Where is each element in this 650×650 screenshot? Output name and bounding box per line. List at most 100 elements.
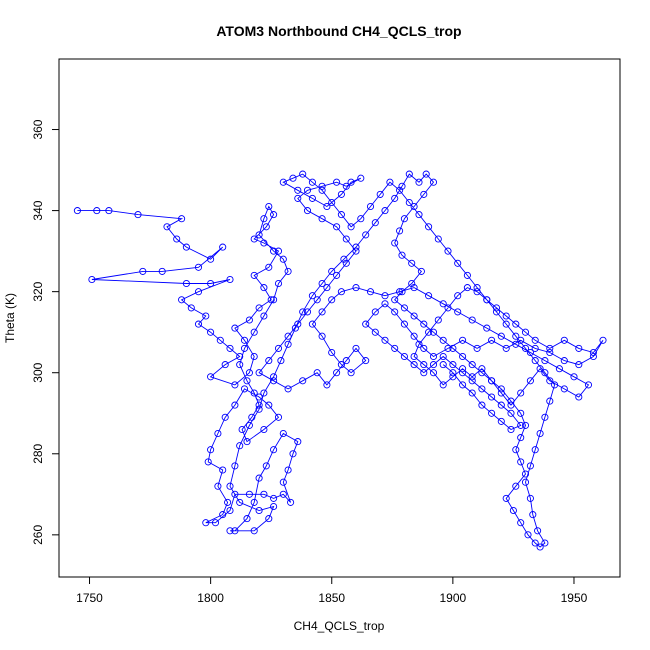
- y-tick-label: 320: [31, 281, 45, 301]
- data-point: [405, 170, 413, 178]
- data-point: [299, 377, 307, 385]
- data-point: [274, 279, 283, 288]
- data-point: [262, 462, 270, 470]
- data-point: [507, 425, 515, 434]
- y-tick-label: 340: [31, 200, 45, 220]
- data-point: [468, 377, 476, 385]
- data-point: [575, 393, 583, 401]
- data-point: [265, 357, 273, 365]
- data-point: [214, 482, 222, 490]
- data-point: [231, 381, 239, 389]
- data-point: [255, 474, 263, 482]
- y-axis: 260 280 300 320 340 360: [31, 119, 60, 545]
- data-point: [463, 284, 471, 292]
- data-point: [444, 247, 452, 255]
- data-point: [521, 421, 530, 429]
- data-point: [371, 328, 379, 336]
- data-point: [473, 284, 481, 292]
- data-point: [575, 361, 583, 369]
- data-point: [255, 369, 263, 377]
- data-point: [270, 211, 278, 219]
- data-point: [219, 511, 227, 519]
- data-point: [260, 389, 268, 397]
- data-point: [488, 409, 496, 417]
- data-point: [362, 357, 370, 365]
- data-point: [468, 361, 476, 369]
- data-point: [497, 389, 505, 397]
- data-point: [398, 182, 406, 190]
- data-point: [260, 490, 268, 498]
- data-point: [439, 361, 447, 369]
- data-point: [391, 344, 399, 352]
- data-point: [236, 361, 244, 369]
- data-point: [391, 194, 399, 202]
- data-point: [575, 344, 583, 352]
- data-point: [352, 344, 360, 352]
- data-point: [284, 267, 292, 275]
- data-point: [410, 284, 418, 292]
- data-point: [551, 381, 559, 389]
- x-tick-label: 1900: [440, 591, 467, 605]
- data-point: [449, 344, 457, 352]
- data-point: [521, 328, 530, 336]
- data-point: [284, 332, 292, 340]
- data-point: [541, 539, 549, 547]
- data-point: [318, 308, 326, 316]
- data-point: [337, 361, 345, 369]
- data-point: [488, 377, 496, 385]
- data-point: [512, 482, 520, 490]
- data-point: [560, 336, 568, 344]
- x-tick-label: 1750: [76, 591, 103, 605]
- data-point: [396, 186, 404, 194]
- data-point: [536, 543, 544, 551]
- data-point: [265, 202, 273, 211]
- data-point: [173, 235, 181, 243]
- data-point: [202, 519, 210, 527]
- data-point: [245, 421, 253, 429]
- data-point: [294, 186, 302, 194]
- data-point: [512, 446, 520, 454]
- data-point: [221, 413, 229, 421]
- data-point: [221, 361, 229, 369]
- data-point: [509, 506, 517, 515]
- data-point: [439, 352, 447, 361]
- data-point: [274, 344, 283, 352]
- data-point: [449, 361, 457, 369]
- data-point: [570, 373, 578, 381]
- data-point: [207, 328, 215, 336]
- data-point: [521, 470, 530, 478]
- data-point: [488, 393, 496, 401]
- data-point: [328, 267, 336, 275]
- data-point: [289, 450, 297, 458]
- data-point: [417, 267, 425, 275]
- data-point: [531, 446, 539, 454]
- data-point: [507, 409, 515, 417]
- data-point: [207, 446, 215, 454]
- data-point: [163, 223, 171, 231]
- data-point: [226, 344, 234, 352]
- data-point: [454, 259, 462, 267]
- data-point: [429, 178, 438, 186]
- data-point: [260, 312, 268, 320]
- data-point: [599, 336, 607, 344]
- data-point: [473, 344, 481, 352]
- data-point: [546, 344, 554, 352]
- data-point: [194, 320, 203, 328]
- data-point: [240, 336, 249, 344]
- data-point: [502, 344, 510, 352]
- data-point: [534, 527, 542, 535]
- data-point: [279, 490, 287, 498]
- x-axis: 1750 1800 1850 1900 1950: [76, 576, 588, 605]
- data-point: [396, 227, 404, 235]
- data-point: [219, 466, 227, 474]
- data-point: [328, 296, 336, 304]
- data-point: [231, 490, 239, 498]
- data-point: [328, 198, 336, 207]
- data-point: [497, 332, 505, 340]
- data-point: [497, 401, 505, 409]
- data-point: [454, 292, 462, 300]
- data-point: [429, 328, 438, 336]
- y-tick-label: 300: [31, 362, 45, 382]
- data-point: [270, 494, 278, 502]
- data-point: [260, 284, 268, 292]
